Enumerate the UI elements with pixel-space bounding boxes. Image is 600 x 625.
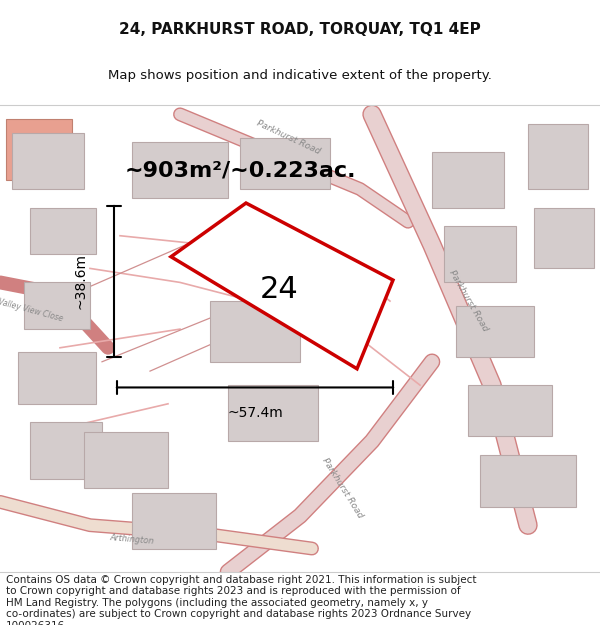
Polygon shape xyxy=(18,352,96,404)
Polygon shape xyxy=(132,142,228,198)
Polygon shape xyxy=(84,432,168,488)
Polygon shape xyxy=(432,152,504,208)
Text: ~903m²/~0.223ac.: ~903m²/~0.223ac. xyxy=(124,161,356,181)
Polygon shape xyxy=(24,282,90,329)
Text: Parkhurst Road: Parkhurst Road xyxy=(447,269,489,333)
Text: Arthington: Arthington xyxy=(110,532,154,546)
Polygon shape xyxy=(132,492,216,549)
Text: ~57.4m: ~57.4m xyxy=(227,406,283,420)
Text: 24: 24 xyxy=(260,275,298,304)
Text: Parkhurst Road: Parkhurst Road xyxy=(320,456,364,519)
Text: Contains OS data © Crown copyright and database right 2021. This information is : Contains OS data © Crown copyright and d… xyxy=(6,574,476,625)
Polygon shape xyxy=(12,133,84,189)
Polygon shape xyxy=(171,203,393,369)
Polygon shape xyxy=(444,226,516,282)
Text: Parkhurst Road: Parkhurst Road xyxy=(255,119,321,156)
Text: 24, PARKHURST ROAD, TORQUAY, TQ1 4EP: 24, PARKHURST ROAD, TORQUAY, TQ1 4EP xyxy=(119,22,481,37)
Polygon shape xyxy=(240,138,330,189)
Text: Map shows position and indicative extent of the property.: Map shows position and indicative extent… xyxy=(108,69,492,82)
Polygon shape xyxy=(528,124,588,189)
Polygon shape xyxy=(30,208,96,254)
Polygon shape xyxy=(210,301,300,362)
Polygon shape xyxy=(456,306,534,357)
Text: Valley View Close: Valley View Close xyxy=(0,298,64,323)
Polygon shape xyxy=(534,208,594,268)
Polygon shape xyxy=(30,422,102,479)
Polygon shape xyxy=(228,385,318,441)
Polygon shape xyxy=(480,455,576,506)
Polygon shape xyxy=(6,119,72,180)
Polygon shape xyxy=(468,385,552,436)
Text: ~38.6m: ~38.6m xyxy=(74,253,88,309)
